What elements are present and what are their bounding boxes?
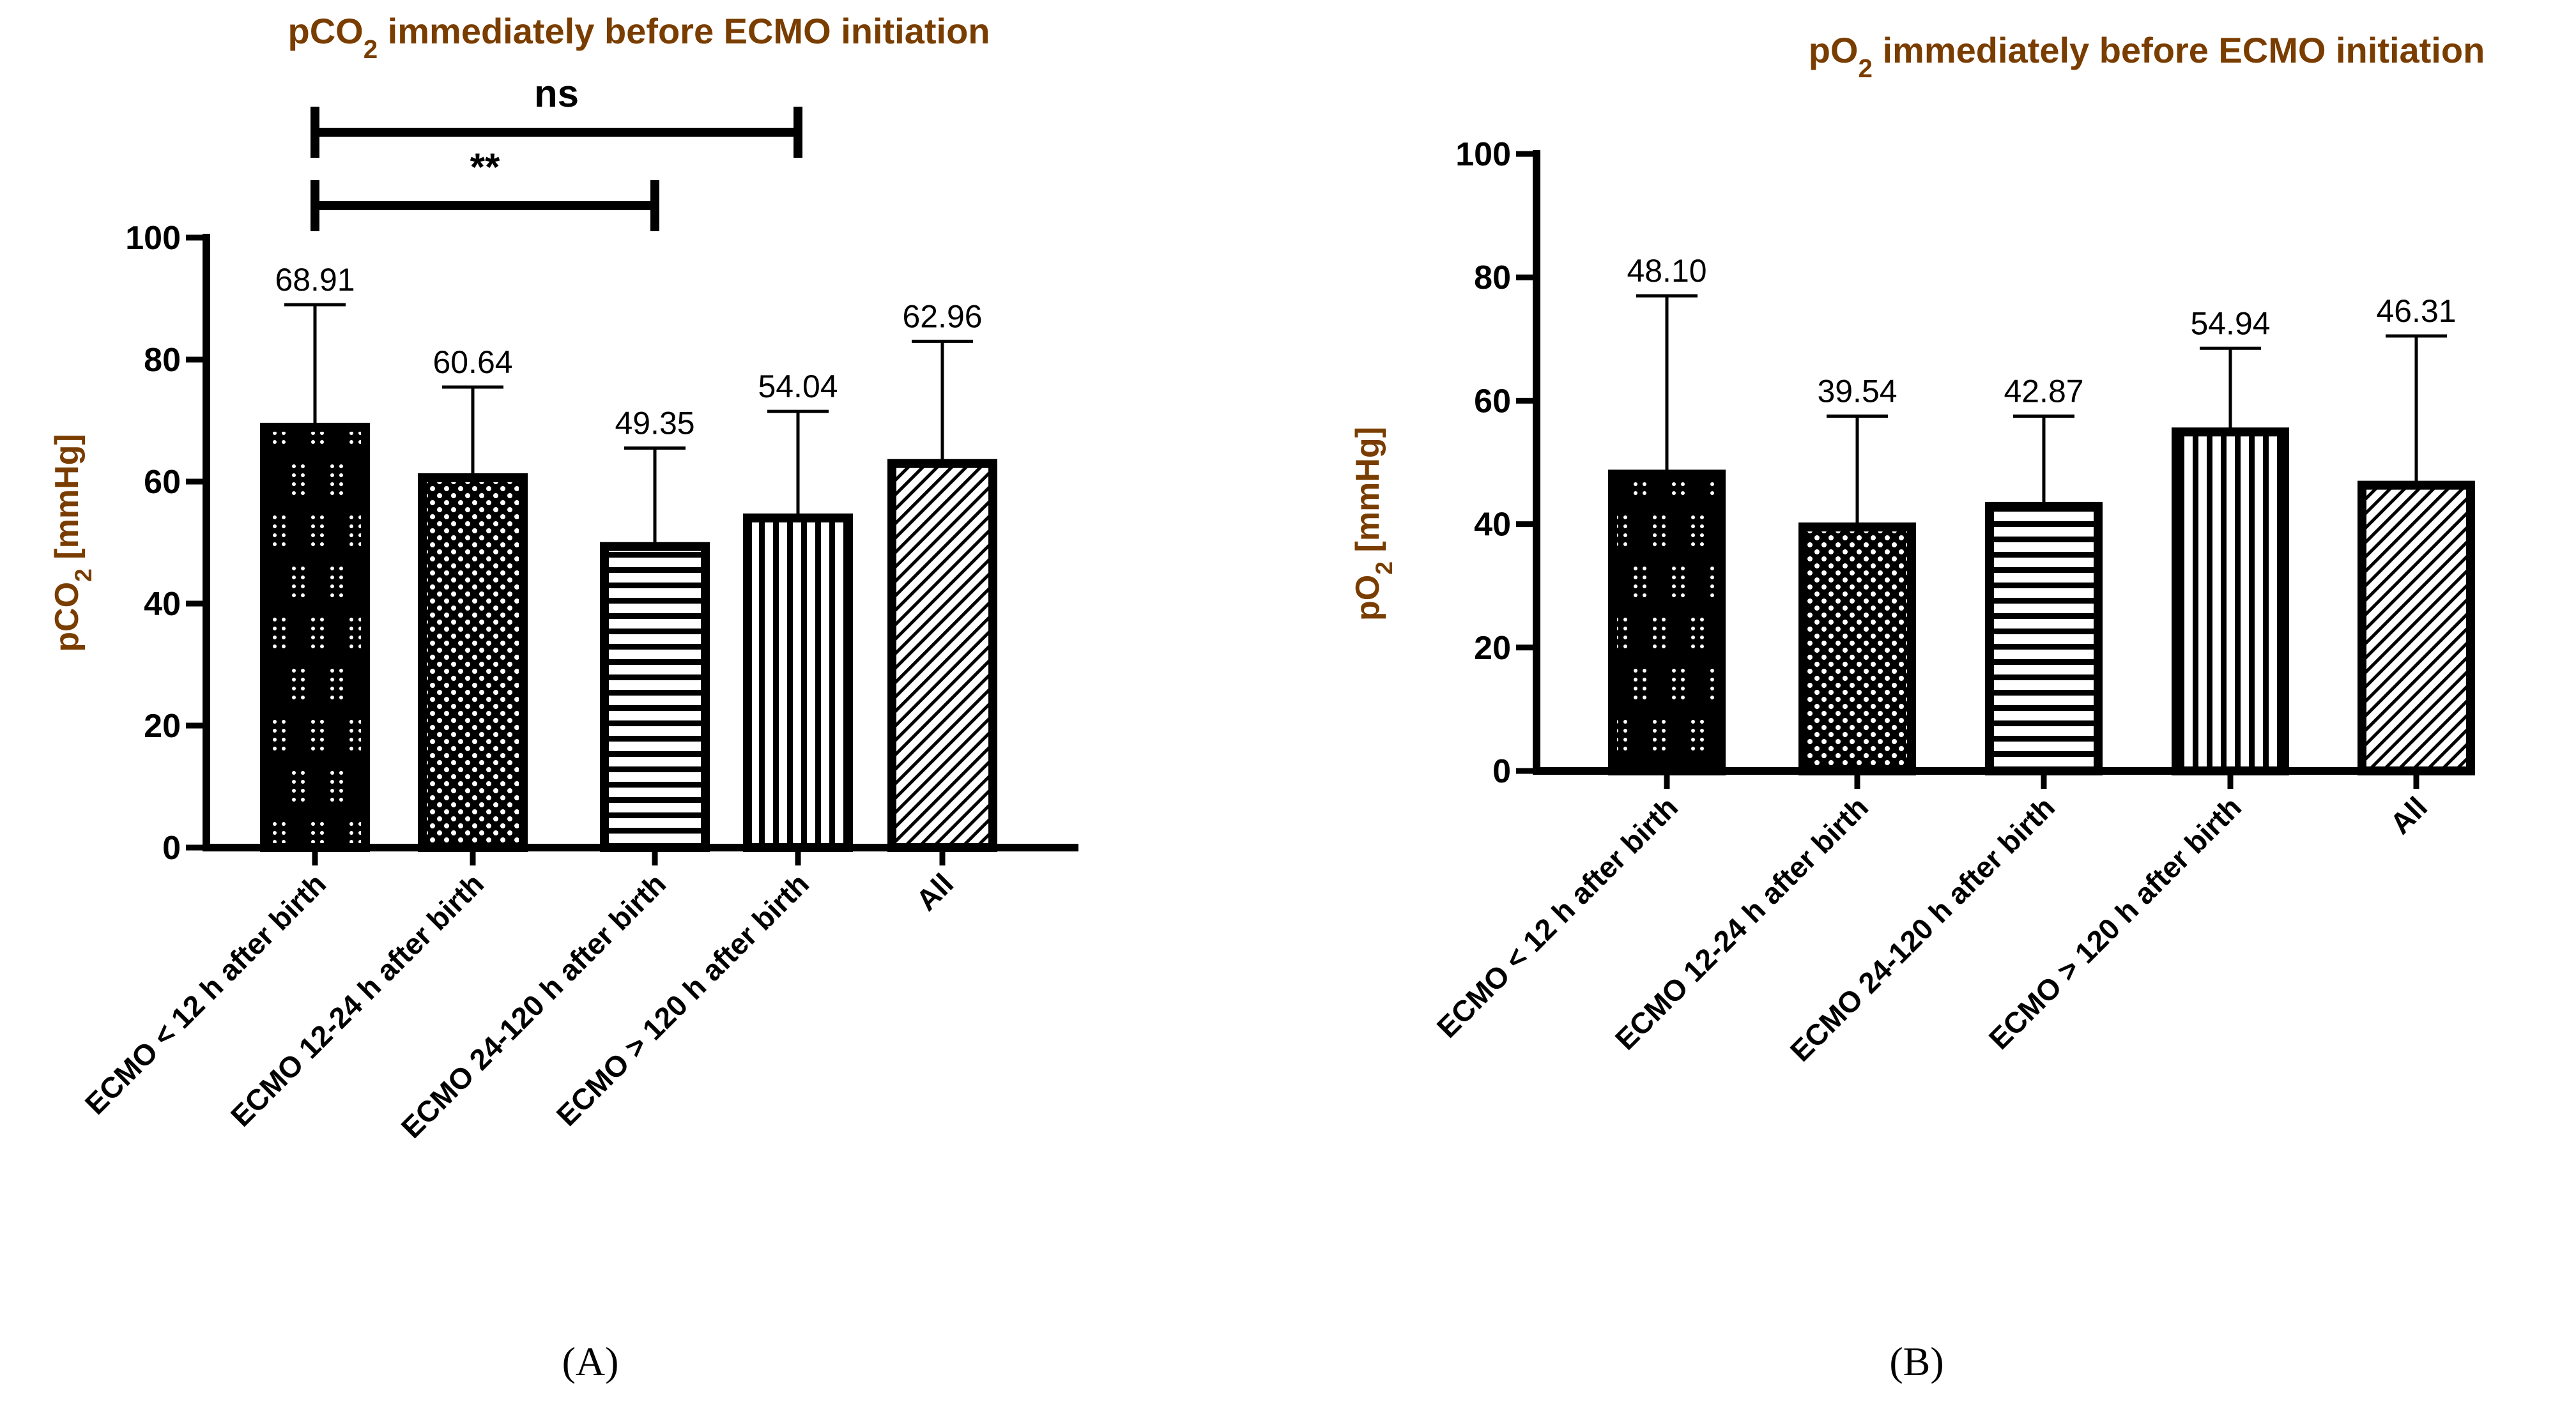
y-tick-label: 0 <box>162 830 181 867</box>
data-label: 49.35 <box>615 405 694 441</box>
y-tick-label: 100 <box>1455 136 1511 173</box>
panel-label: (A) <box>562 1339 619 1384</box>
chart-pco2: pCO2 immediately before ECMO initiation p… <box>49 11 1078 1384</box>
y-tick-label: 100 <box>125 220 181 257</box>
data-label: 54.04 <box>758 369 838 404</box>
significance-label: ** <box>470 146 500 188</box>
bar <box>1798 522 1916 775</box>
bar <box>887 459 997 852</box>
data-label: 48.10 <box>1627 253 1706 289</box>
bar <box>2358 480 2475 775</box>
category-label: All <box>910 867 960 917</box>
y-tick-label: 20 <box>144 708 181 745</box>
data-label: 46.31 <box>2376 293 2456 329</box>
bar <box>260 422 370 852</box>
bar <box>2172 427 2289 775</box>
category-label: ECMO > 120 h after birth <box>550 867 815 1132</box>
category-label: All <box>2384 790 2434 840</box>
y-tick-label: 60 <box>144 464 181 501</box>
chart-po2: pO2 immediately before ECMO initiation pO… <box>1349 30 2485 1384</box>
y-tick-label: 20 <box>1474 630 1511 667</box>
y-tick-label: 40 <box>144 586 181 623</box>
y-tick-label: 60 <box>1474 383 1511 420</box>
data-label: 42.87 <box>2004 374 2083 409</box>
bar <box>600 542 710 853</box>
y-tick-label: 40 <box>1474 507 1511 544</box>
bar <box>1608 469 1726 775</box>
significance-label: ns <box>534 72 579 115</box>
bar <box>418 473 528 852</box>
bar <box>743 513 853 852</box>
data-label: 60.64 <box>433 344 512 380</box>
panel-label: (B) <box>1889 1339 1943 1384</box>
chart-title: pO2 immediately before ECMO initiation <box>1809 30 2485 83</box>
chart-title: pCO2 immediately before ECMO initiation <box>288 11 990 64</box>
y-axis-label: pCO2 [mmHg] <box>49 434 96 651</box>
y-axis-label: pO2 [mmHg] <box>1349 427 1397 621</box>
y-tick-label: 80 <box>144 342 181 379</box>
y-tick-label: 80 <box>1474 259 1511 296</box>
data-label: 54.94 <box>2190 305 2270 341</box>
data-label: 39.54 <box>1817 374 1897 409</box>
data-label: 62.96 <box>902 298 982 334</box>
bar <box>1985 501 2103 775</box>
data-label: 68.91 <box>275 262 355 298</box>
y-tick-label: 0 <box>1492 753 1511 790</box>
